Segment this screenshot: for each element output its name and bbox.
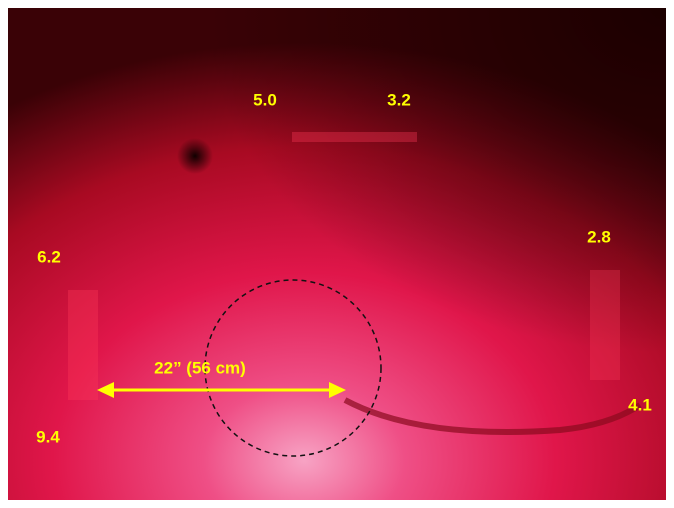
measurement-label: 2.8 [587, 227, 611, 246]
measurement-label: 9.4 [36, 427, 60, 446]
dimension-label: 22” (56 cm) [154, 358, 246, 377]
top-fixture [292, 132, 417, 142]
measurement-label: 6.2 [37, 247, 61, 266]
right-fixture [590, 270, 620, 380]
measurement-label: 3.2 [387, 90, 411, 109]
dark-spot [177, 138, 213, 174]
photo-figure: 22” (56 cm) 5.0 3.2 6.2 2.8 9.4 4.1 [0, 0, 674, 508]
left-fixture [68, 290, 98, 400]
measurement-label: 4.1 [628, 395, 652, 414]
measurement-label: 5.0 [253, 90, 277, 109]
